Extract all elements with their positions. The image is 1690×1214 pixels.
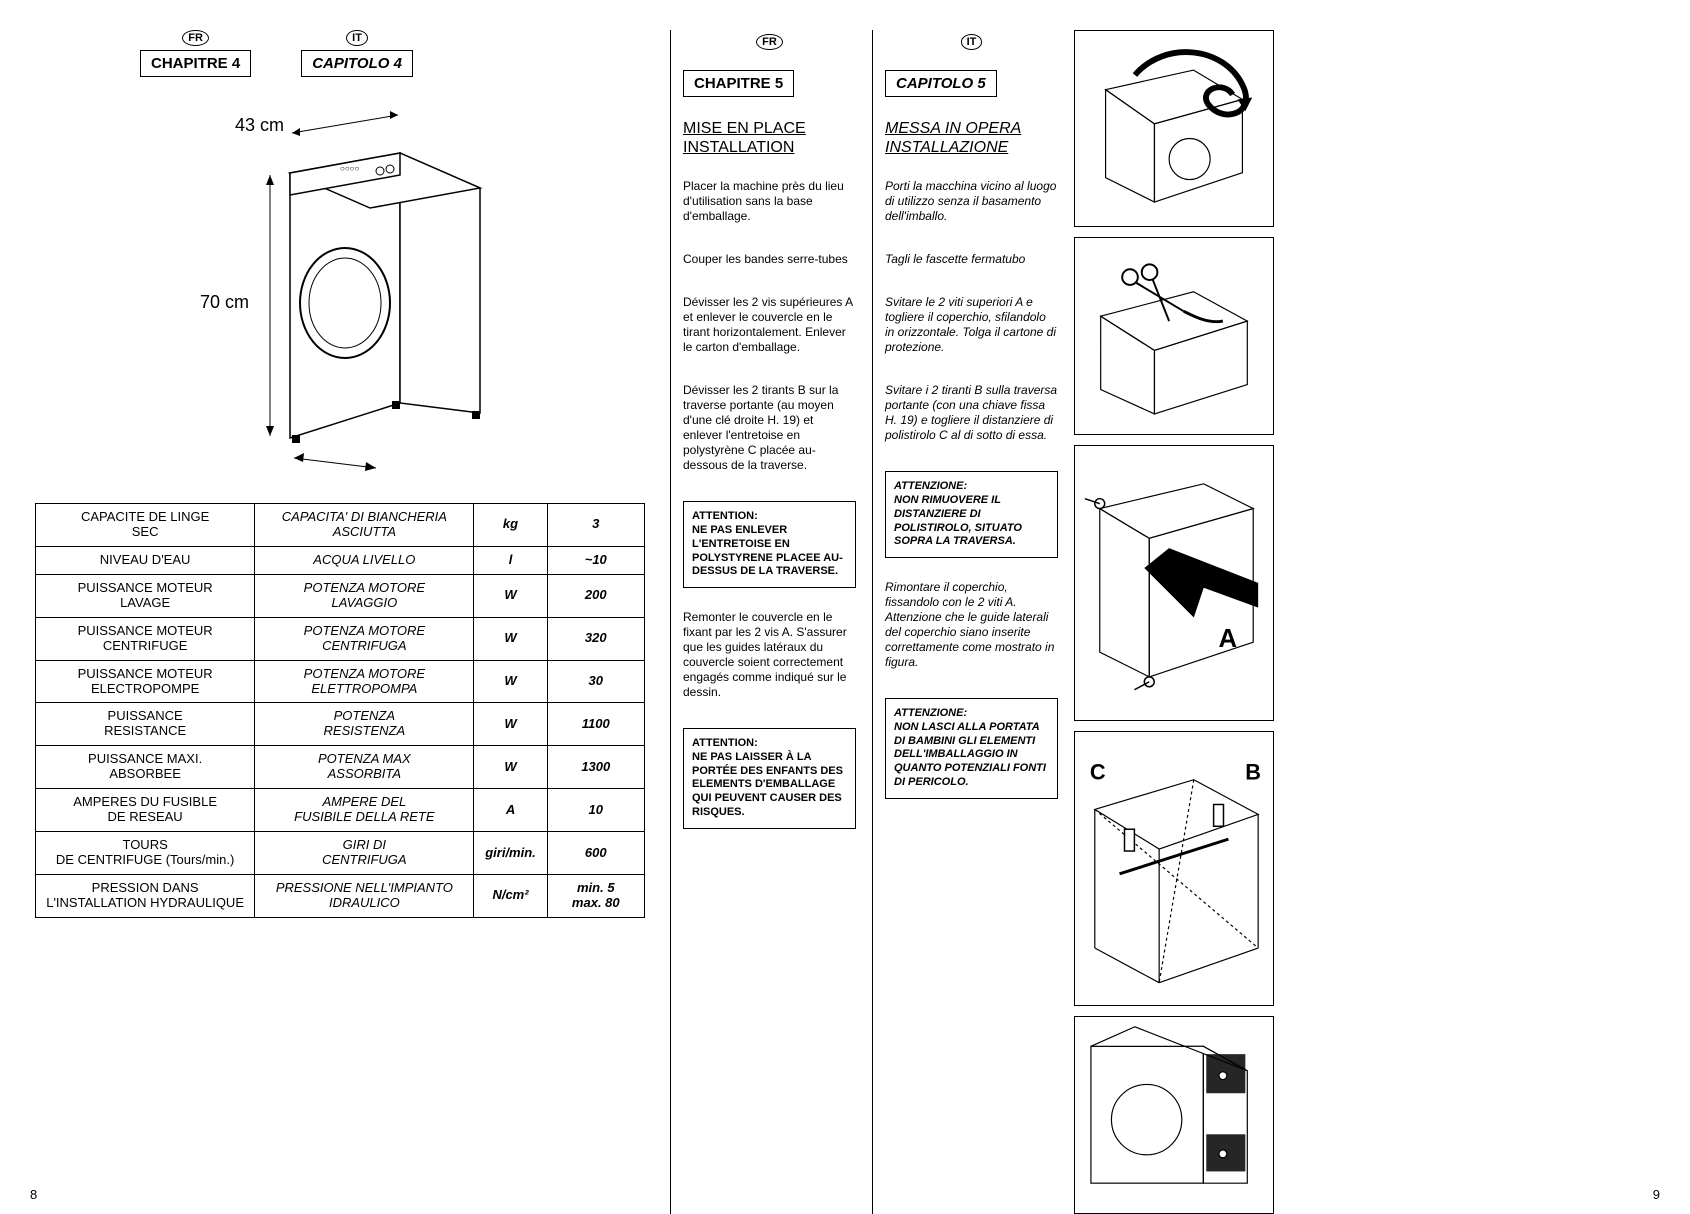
table-cell: 3 [547,504,644,547]
table-cell: GIRI DICENTRIFUGA [255,832,474,875]
table-row: PRESSION DANSL'INSTALLATION HYDRAULIQUEP… [36,874,645,917]
table-cell: POTENZA MAXASSORBITA [255,746,474,789]
chapter-it-box: CAPITOLO 4 [301,50,413,77]
table-cell: CAPACITA' DI BIANCHERIAASCIUTTA [255,504,474,547]
table-cell: CAPACITE DE LINGESEC [36,504,255,547]
p1-it: Porti la macchina vicino al luogo di uti… [885,179,1058,224]
table-cell: AMPERES DU FUSIBLEDE RESEAU [36,789,255,832]
fr-column: FR CHAPITRE 5 MISE EN PLACE INSTALLATION… [670,30,862,1214]
table-cell: PUISSANCE MOTEURELECTROPOMPE [36,660,255,703]
p4-it: Svitare i 2 tiranti B sulla traversa por… [885,383,1058,443]
warn2-it: ATTENZIONE:NON LASCI ALLA PORTATA DI BAM… [885,698,1058,799]
spec-table: CAPACITE DE LINGESECCAPACITA' DI BIANCHE… [35,503,645,918]
it-badge-r: IT [961,34,983,50]
page-number-9: 9 [1653,1187,1660,1202]
chapter5-fr: CHAPITRE 5 [683,70,794,97]
table-cell: W [474,617,547,660]
chapter-fr-col: FR CHAPITRE 4 [140,30,251,77]
table-cell: POTENZA MOTORECENTRIFUGA [255,617,474,660]
warn1-fr: ATTENTION:NE PAS ENLEVER L'ENTRETOISE EN… [683,501,856,588]
table-cell: AMPERE DELFUSIBILE DELLA RETE [255,789,474,832]
svg-text:51 cm: 51 cm [320,472,369,473]
chapter-it-col: IT CAPITOLO 4 [301,30,413,77]
page-right: FR CHAPITRE 5 MISE EN PLACE INSTALLATION… [660,30,1670,1180]
table-row: PUISSANCERESISTANCEPOTENZARESISTENZAW110… [36,703,645,746]
svg-text:70 cm: 70 cm [200,292,249,312]
table-cell: W [474,574,547,617]
table-cell: giri/min. [474,832,547,875]
svg-text:B: B [1245,759,1261,784]
table-cell: 30 [547,660,644,703]
table-cell: PRESSION DANSL'INSTALLATION HYDRAULIQUE [36,874,255,917]
table-cell: N/cm² [474,874,547,917]
svg-text:A: A [1219,625,1238,653]
illus-4: C B [1074,731,1274,1007]
it-column: IT CAPITOLO 5 MESSA IN OPERA INSTALLAZIO… [872,30,1064,1214]
page-left: FR CHAPITRE 4 IT CAPITOLO 4 ○○○○ [20,30,660,1180]
table-cell: 1300 [547,746,644,789]
fr-badge: FR [182,30,209,46]
p5-it: Rimontare il coperchio, fissandolo con l… [885,580,1058,670]
page-number-8: 8 [30,1187,37,1202]
warn1-it: ATTENZIONE:NON RIMUOVERE IL DISTANZIERE … [885,471,1058,558]
illus-5 [1074,1016,1274,1213]
table-cell: A [474,789,547,832]
p4-fr: Dévisser les 2 tirants B sur la traverse… [683,383,856,473]
table-cell: min. 5max. 80 [547,874,644,917]
illus-2 [1074,237,1274,434]
table-row: TOURSDE CENTRIFUGE (Tours/min.)GIRI DICE… [36,832,645,875]
chapter-fr-box: CHAPITRE 4 [140,50,251,77]
table-cell: 600 [547,832,644,875]
p2-fr: Couper les bandes serre-tubes [683,252,856,267]
table-cell: PUISSANCE MOTEURCENTRIFUGE [36,617,255,660]
p5-fr: Remonter le couvercle en le fixant par l… [683,610,856,700]
table-row: PUISSANCE MOTEURELECTROPOMPEPOTENZA MOTO… [36,660,645,703]
table-row: PUISSANCE MAXI.ABSORBEEPOTENZA MAXASSORB… [36,746,645,789]
table-cell: l [474,546,547,574]
svg-text:43 cm: 43 cm [235,115,284,135]
table-row: AMPERES DU FUSIBLEDE RESEAUAMPERE DELFUS… [36,789,645,832]
table-cell: W [474,660,547,703]
table-cell: POTENZA MOTOREELETTROPOMPA [255,660,474,703]
table-row: NIVEAU D'EAUACQUA LIVELLOl~10 [36,546,645,574]
table-cell: ~10 [547,546,644,574]
title-fr: MISE EN PLACE INSTALLATION [683,119,856,157]
table-row: CAPACITE DE LINGESECCAPACITA' DI BIANCHE… [36,504,645,547]
it-badge: IT [346,30,368,46]
p1-fr: Placer la machine près du lieu d'utilisa… [683,179,856,224]
svg-text:○○○○: ○○○○ [340,164,359,173]
illustration-column: A [1074,30,1274,1214]
table-cell: 200 [547,574,644,617]
fr-badge-r: FR [756,34,783,50]
illus-3: A [1074,445,1274,721]
dimension-diagram: ○○○○ 43 cm 70 cm 51 cm [35,103,645,473]
table-cell: 320 [547,617,644,660]
table-cell: TOURSDE CENTRIFUGE (Tours/min.) [36,832,255,875]
p2-it: Tagli le fascette fermatubo [885,252,1058,267]
table-cell: PUISSANCE MOTEURLAVAGE [36,574,255,617]
table-cell: W [474,703,547,746]
svg-text:C: C [1090,759,1106,784]
p3-it: Svitare le 2 viti superiori A e togliere… [885,295,1058,355]
chapter-row: FR CHAPITRE 4 IT CAPITOLO 4 [35,30,645,77]
title-it: MESSA IN OPERA INSTALLAZIONE [885,119,1058,157]
table-cell: POTENZA MOTORELAVAGGIO [255,574,474,617]
illus-1 [1074,30,1274,227]
table-cell: POTENZARESISTENZA [255,703,474,746]
p3-fr: Dévisser les 2 vis supérieures A et enle… [683,295,856,355]
table-row: PUISSANCE MOTEURCENTRIFUGEPOTENZA MOTORE… [36,617,645,660]
table-cell: kg [474,504,547,547]
table-row: PUISSANCE MOTEURLAVAGEPOTENZA MOTORELAVA… [36,574,645,617]
table-cell: PUISSANCERESISTANCE [36,703,255,746]
chapter5-it: CAPITOLO 5 [885,70,997,97]
table-cell: PRESSIONE NELL'IMPIANTOIDRAULICO [255,874,474,917]
table-cell: ACQUA LIVELLO [255,546,474,574]
table-cell: PUISSANCE MAXI.ABSORBEE [36,746,255,789]
table-cell: W [474,746,547,789]
table-cell: NIVEAU D'EAU [36,546,255,574]
table-cell: 10 [547,789,644,832]
table-cell: 1100 [547,703,644,746]
warn2-fr: ATTENTION:NE PAS LAISSER À LA PORTÉE DES… [683,728,856,829]
